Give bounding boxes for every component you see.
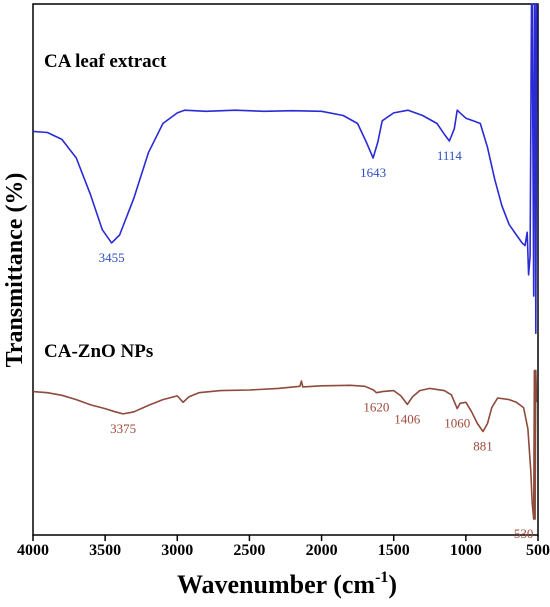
x-tick-label: 500	[526, 542, 550, 559]
peak-label: 1060	[444, 416, 470, 431]
x-tick-label: 2500	[233, 542, 265, 559]
peak-label: 881	[473, 438, 493, 453]
x-tick-label: 4000	[17, 542, 49, 559]
x-tick-label: 3000	[161, 542, 193, 559]
series-label-leaf-extract: CA leaf extract	[44, 51, 167, 72]
series-line-zno-nps	[32, 369, 538, 520]
peak-label: 1620	[363, 400, 389, 415]
peak-label: 1406	[394, 411, 421, 426]
peak-label: 1114	[437, 148, 463, 163]
x-tick-label: 3500	[89, 542, 121, 559]
series-layer	[32, 3, 538, 520]
peak-label: 3375	[110, 421, 136, 436]
x-tick-label: 1500	[378, 542, 410, 559]
x-axis-title: Wavenumber (cm-1)	[177, 569, 397, 599]
x-tick-label: 2000	[306, 542, 338, 559]
peak-label: 1643	[360, 165, 386, 180]
series-label-zno-nps: CA-ZnO NPs	[44, 341, 153, 362]
x-axis-title-main: Wavenumber (cm	[177, 570, 375, 599]
peak-label: 3455	[99, 250, 125, 265]
x-axis-ticks: 4000 3500 3000 2500 2000 1500 1000 500	[17, 535, 550, 559]
y-axis-title: Transmittance (%)	[2, 173, 28, 368]
plot-frame	[32, 3, 539, 536]
peak-label: 530	[514, 526, 534, 541]
series-line-leaf-extract	[32, 3, 538, 334]
x-tick-label: 1000	[450, 542, 482, 559]
x-axis-title-end: )	[388, 570, 397, 599]
x-axis-title-sup: -1	[375, 569, 388, 586]
